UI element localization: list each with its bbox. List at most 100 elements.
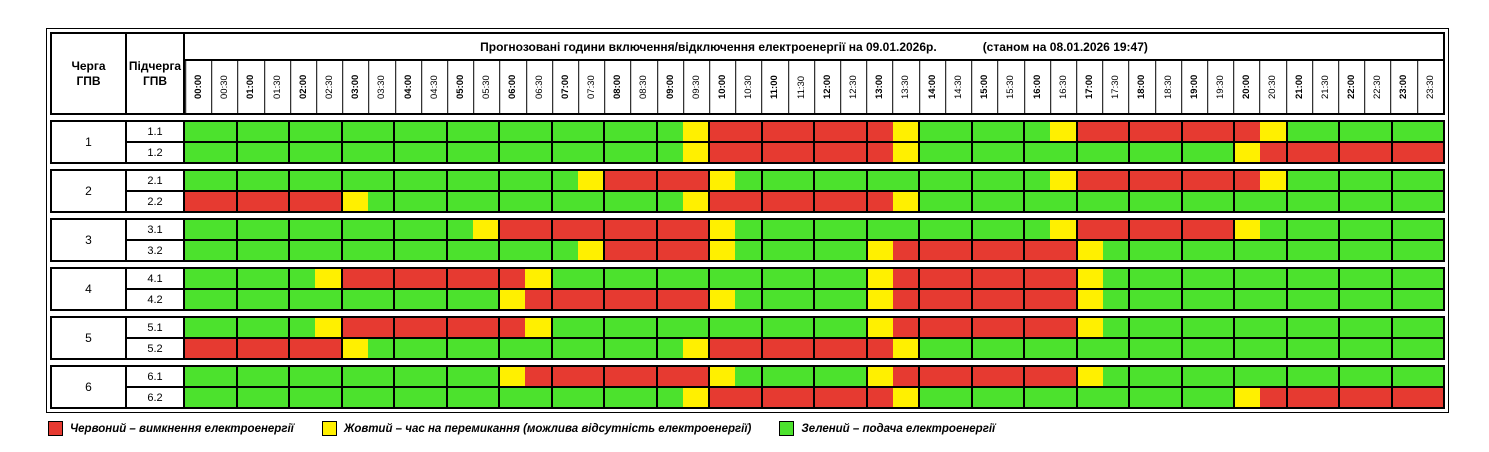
slot-cell-3.2-08:30 [630,241,658,260]
slot-cell-4.2-20:00 [1235,290,1261,309]
slot-cell-5.1-08:00 [605,318,631,337]
slot-cell-4.1-23:00 [1392,269,1418,288]
slot-cell-1.1-13:30 [892,122,920,141]
time-header-02:00: 02:00 [289,61,317,113]
slot-cell-5.1-18:30 [1155,318,1183,337]
legend-label-red: Червоний – вимкнення електроенергії [70,422,294,435]
slot-cell-2.1-23:00 [1392,171,1418,190]
slot-cell-6.2-01:00 [237,388,263,407]
slot-cell-6.1-15:30 [997,367,1025,386]
slot-cell-6.2-13:30 [892,388,920,407]
slot-cell-2.2-20:00 [1235,192,1261,211]
slot-cell-1.2-06:30 [525,143,553,162]
subqueue-label-3.2: 3.2 [127,241,185,260]
slot-cell-5.1-09:30 [682,318,710,337]
slot-cell-1.1-02:00 [290,122,316,141]
schedule-title: Прогнозовані години включення/відключенн… [480,39,937,54]
slot-cell-5.1-16:00 [1025,318,1051,337]
slot-cell-6.1-01:00 [237,367,263,386]
slot-cell-4.1-05:00 [447,269,473,288]
slot-cell-1.1-01:00 [237,122,263,141]
slot-cell-6.1-16:00 [1025,367,1051,386]
slot-cell-4.2-05:30 [472,290,500,309]
slot-cell-6.2-06:30 [525,388,553,407]
slot-cell-1.1-17:00 [1077,122,1103,141]
slot-cell-1.1-18:00 [1130,122,1156,141]
slot-cell-3.2-00:00 [185,241,211,260]
slot-cell-3.2-23:30 [1417,241,1443,260]
legend-label-yellow: Жовтий – час на перемикання (можлива від… [343,422,752,435]
legend-item-yellow: Жовтий – час на перемикання (можлива від… [321,421,752,436]
header-right: Прогнозовані години включення/відключенн… [185,34,1443,113]
slot-cell-3.1-00:00 [185,220,211,239]
slot-cell-5.1-18:00 [1130,318,1156,337]
slot-cell-1.2-11:30 [787,143,815,162]
slot-cell-5.2-23:30 [1417,339,1443,358]
slot-cell-6.1-11:30 [787,367,815,386]
slot-cell-5.1-06:30 [525,318,553,337]
time-header-08:00: 08:00 [604,61,631,113]
slot-cell-2.1-17:00 [1077,171,1103,190]
slot-cell-4.2-18:30 [1155,290,1183,309]
slot-cell-1.1-08:30 [630,122,658,141]
slot-cell-2.2-04:00 [395,192,421,211]
slot-cell-2.2-13:00 [867,192,893,211]
slot-cell-5.1-01:00 [237,318,263,337]
slot-cell-3.1-01:00 [237,220,263,239]
slot-cell-3.1-00:30 [210,220,238,239]
slot-cell-4.2-05:00 [447,290,473,309]
slot-cell-6.2-16:00 [1025,388,1051,407]
slot-cell-5.2-22:00 [1340,339,1366,358]
slot-cell-3.1-05:30 [472,220,500,239]
time-header-21:00: 21:00 [1285,61,1312,113]
slot-cell-3.2-09:30 [682,241,710,260]
slot-cell-5.1-08:30 [630,318,658,337]
slot-cell-1.1-16:00 [1025,122,1051,141]
slot-cell-6.1-02:30 [315,367,343,386]
slot-cell-1.2-09:30 [682,143,710,162]
slot-cell-2.1-21:30 [1312,171,1340,190]
slot-cell-4.1-10:00 [710,269,736,288]
slot-cell-4.2-23:00 [1392,290,1418,309]
slot-cell-5.2-21:30 [1312,339,1340,358]
slot-cell-6.1-22:30 [1365,367,1393,386]
slot-cell-2.2-09:30 [682,192,710,211]
slot-cell-2.2-06:00 [500,192,526,211]
slot-cell-4.2-13:30 [892,290,920,309]
slot-cell-2.2-05:30 [472,192,500,211]
slot-cell-5.2-14:00 [920,339,946,358]
slot-cell-3.2-11:30 [787,241,815,260]
slot-cell-5.2-06:30 [525,339,553,358]
title-row: Прогнозовані години включення/відключенн… [185,34,1443,61]
slot-cell-1.2-15:30 [997,143,1025,162]
slot-cell-4.2-08:30 [630,290,658,309]
slot-cell-4.1-05:30 [472,269,500,288]
slot-cell-5.2-21:00 [1287,339,1313,358]
time-header-00:30: 00:30 [211,61,238,113]
slot-cell-5.2-09:30 [682,339,710,358]
time-header-05:00: 05:00 [447,61,474,113]
slot-cell-2.1-06:00 [500,171,526,190]
slot-cell-5.2-03:30 [367,339,395,358]
legend: Червоний – вимкнення електроенергії Жовти… [48,421,1449,436]
time-header-07:00: 07:00 [551,61,579,113]
slot-cell-4.1-21:30 [1312,269,1340,288]
slot-cell-2.2-17:00 [1077,192,1103,211]
slot-cell-4.2-12:30 [840,290,868,309]
slot-cell-4.1-13:30 [892,269,920,288]
slot-cell-3.2-09:00 [657,241,683,260]
time-header-19:00: 19:00 [1180,61,1207,113]
slot-cell-6.1-09:30 [682,367,710,386]
slot-cell-5.2-14:30 [945,339,973,358]
slot-cell-1.2-02:00 [290,143,316,162]
slot-cell-3.2-06:30 [525,241,553,260]
slot-cell-1.1-07:30 [577,122,605,141]
slot-cell-4.1-02:30 [315,269,343,288]
schedule-table-frame: Черга ГПВ Підчерга ГПВ Прогнозовані годи… [46,28,1449,413]
slot-cell-5.2-06:00 [500,339,526,358]
slot-cell-4.2-11:30 [787,290,815,309]
slot-cell-2.2-12:00 [815,192,841,211]
slot-cell-3.1-08:30 [630,220,658,239]
queue-column-header: Черга ГПВ [52,34,127,113]
slot-cell-6.2-00:30 [210,388,238,407]
